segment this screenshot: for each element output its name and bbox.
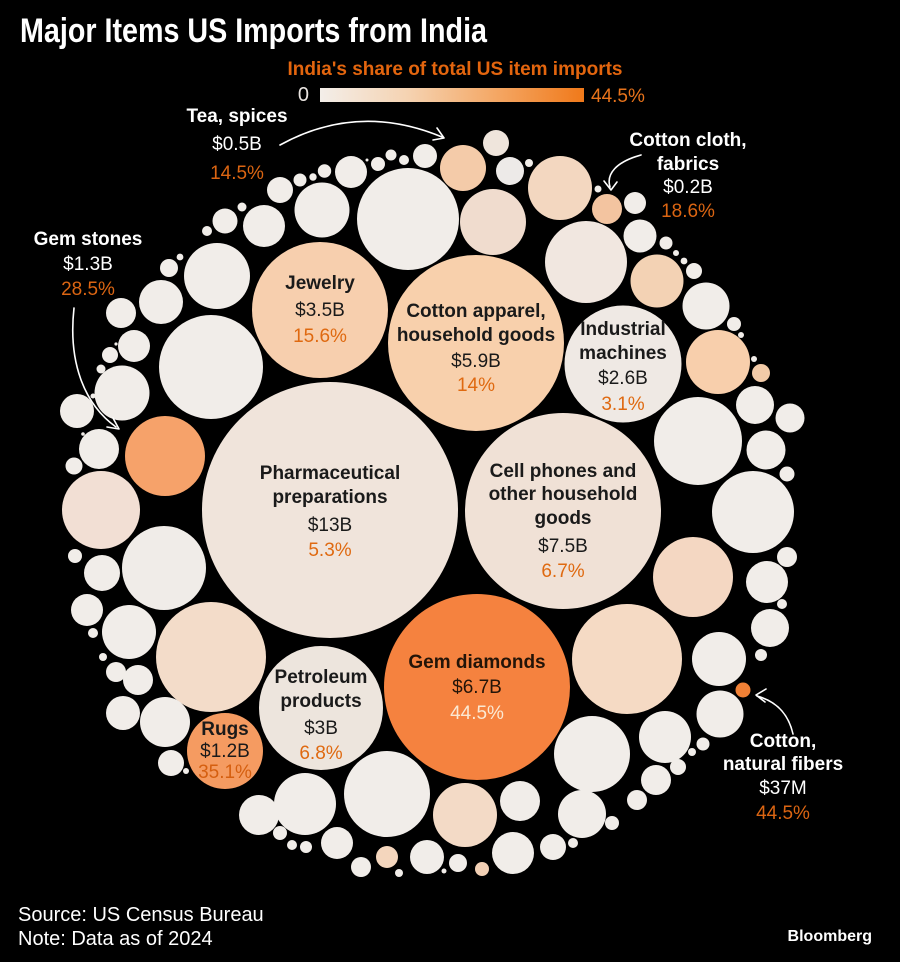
svg-text:$7.5B: $7.5B [538,536,588,557]
svg-text:$3B: $3B [304,718,338,739]
svg-text:preparations: preparations [272,487,387,508]
svg-text:India's share of total US item: India's share of total US item imports [288,59,623,80]
svg-text:6.8%: 6.8% [299,743,342,764]
svg-text:Major Items US Imports from In: Major Items US Imports from India [20,12,488,50]
svg-text:Tea, spices: Tea, spices [186,106,287,127]
svg-text:Bloomberg: Bloomberg [788,928,872,945]
svg-text:products: products [280,691,361,712]
svg-text:machines: machines [579,343,667,364]
svg-text:3.1%: 3.1% [601,394,644,415]
svg-text:44.5%: 44.5% [591,86,645,107]
svg-text:14.5%: 14.5% [210,163,264,184]
svg-text:15.6%: 15.6% [293,326,347,347]
svg-text:household goods: household goods [397,325,555,346]
svg-text:35.1%: 35.1% [198,762,252,783]
svg-text:$2.6B: $2.6B [598,368,648,389]
svg-text:Cotton cloth,: Cotton cloth, [629,130,746,151]
svg-text:44.5%: 44.5% [450,703,504,724]
svg-text:Pharmaceutical: Pharmaceutical [260,463,400,484]
svg-text:goods: goods [535,508,592,529]
svg-text:0: 0 [298,84,309,106]
svg-text:Industrial: Industrial [580,319,666,340]
svg-text:44.5%: 44.5% [756,803,810,824]
svg-text:$5.9B: $5.9B [451,351,501,372]
svg-text:$13B: $13B [308,515,352,536]
svg-text:$1.2B: $1.2B [200,741,250,762]
svg-text:14%: 14% [457,375,495,396]
svg-text:$1.3B: $1.3B [63,254,113,275]
svg-text:6.7%: 6.7% [541,561,584,582]
svg-text:Cotton,: Cotton, [750,731,816,752]
svg-text:$6.7B: $6.7B [452,677,502,698]
svg-text:Gem stones: Gem stones [34,229,143,250]
svg-text:Note: Data as of 2024: Note: Data as of 2024 [18,928,213,950]
svg-text:Jewelry: Jewelry [285,273,355,294]
svg-text:$3.5B: $3.5B [295,300,345,321]
svg-text:18.6%: 18.6% [661,201,715,222]
svg-text:natural fibers: natural fibers [723,754,843,775]
svg-text:Petroleum: Petroleum [275,667,368,688]
svg-text:$37M: $37M [759,778,807,799]
svg-text:fabrics: fabrics [657,154,719,175]
svg-text:Cell phones and: Cell phones and [490,461,637,482]
svg-text:5.3%: 5.3% [308,540,351,561]
svg-text:Cotton apparel,: Cotton apparel, [406,301,545,322]
svg-text:28.5%: 28.5% [61,279,115,300]
svg-text:Source: US Census Bureau: Source: US Census Bureau [18,904,264,926]
svg-text:Rugs: Rugs [201,719,249,740]
svg-text:$0.5B: $0.5B [212,134,262,155]
svg-text:Gem diamonds: Gem diamonds [408,652,545,673]
svg-text:$0.2B: $0.2B [663,177,713,198]
svg-text:other household: other household [489,484,638,505]
